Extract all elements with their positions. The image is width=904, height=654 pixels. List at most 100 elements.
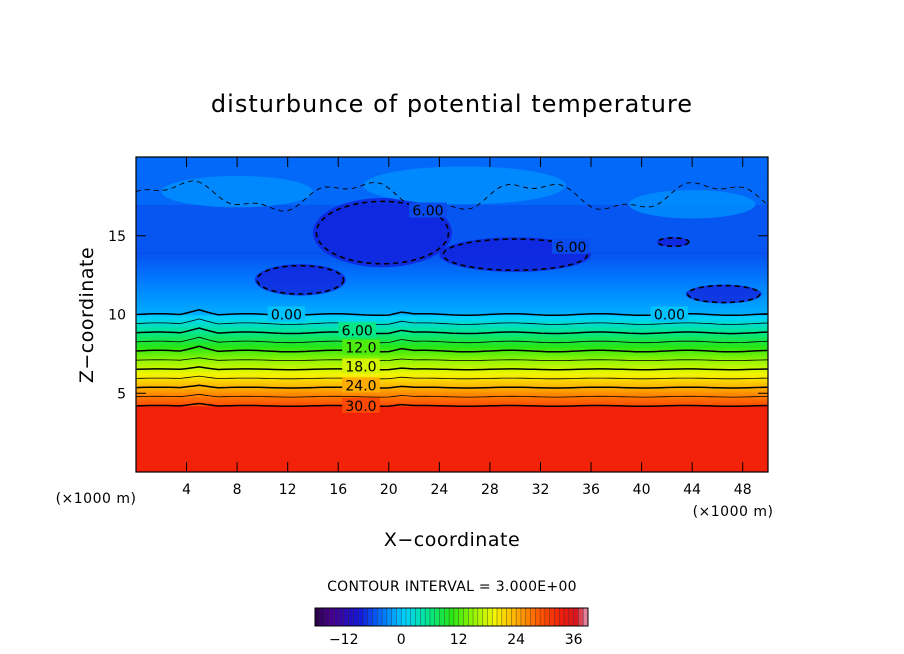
color-band (136, 301, 768, 305)
contour-labels: 30.0 24.0 18.0 12.0 6.00 0.00 0.00 6.00 6.00 (267, 202, 689, 415)
color-band (136, 264, 768, 267)
color-band (136, 418, 768, 421)
color-band (136, 412, 768, 415)
color-band (136, 275, 768, 278)
color-band (136, 434, 768, 437)
color-band (136, 294, 768, 297)
color-band (136, 353, 768, 357)
colorbar-cell (367, 608, 373, 626)
x-tick-label: 48 (734, 482, 752, 498)
color-band (136, 464, 768, 467)
color-band (136, 426, 768, 429)
colorbar-cell (487, 608, 493, 626)
color-band (136, 409, 768, 412)
contour-line (136, 375, 768, 380)
colorbar-cell (406, 608, 412, 626)
color-band (136, 402, 768, 405)
color-band (136, 342, 768, 346)
color-band (136, 423, 768, 426)
contour-lines (136, 309, 768, 407)
negative-contour (315, 200, 450, 265)
colorbar-cell (564, 608, 570, 626)
color-band (136, 396, 768, 399)
x-axis-label: X−coordinate (384, 529, 520, 551)
color-band (136, 303, 768, 306)
contour-label: 0.00 (654, 308, 685, 324)
negative-contour (656, 236, 690, 248)
color-band (136, 229, 768, 232)
colorbar-cell (391, 608, 397, 626)
color-band (136, 349, 768, 352)
color-band (136, 163, 768, 166)
colorbar-cell (497, 608, 503, 626)
color-band (136, 226, 768, 229)
color-band (136, 339, 768, 342)
colorbar-cell (358, 608, 364, 626)
color-band (136, 327, 768, 330)
x-tick-label: 24 (430, 482, 448, 498)
color-band (136, 235, 768, 238)
cold-blob (685, 284, 762, 304)
colorbar (314, 608, 589, 626)
color-band (136, 361, 768, 364)
color-band (136, 158, 768, 161)
color-band (136, 234, 768, 237)
color-band (136, 371, 768, 374)
contour-line (136, 366, 768, 371)
color-band (136, 161, 768, 164)
color-band (136, 401, 768, 404)
color-band (136, 380, 768, 383)
color-band (136, 243, 768, 246)
colorbar-cell (319, 608, 325, 626)
colorbar-cell (520, 608, 527, 626)
color-band (136, 316, 768, 319)
color-band (136, 227, 768, 231)
color-band (136, 338, 768, 341)
contour-label-bg (338, 322, 376, 338)
color-band (136, 305, 768, 308)
y-tick-label: 15 (108, 229, 126, 245)
colorbar-cell (544, 608, 551, 626)
color-band (136, 360, 768, 363)
color-band (136, 333, 768, 336)
color-band (136, 352, 768, 355)
colorbar-cell (382, 608, 388, 626)
color-band (136, 213, 768, 216)
contour-label-bg (342, 377, 380, 393)
colorbar-cell (559, 608, 565, 626)
warm-blob (628, 190, 756, 219)
color-band (136, 454, 768, 457)
colorbar-cell (334, 608, 340, 626)
color-band (136, 424, 768, 427)
contour-label-bg (342, 339, 380, 355)
color-band (136, 265, 768, 268)
color-band (136, 393, 768, 396)
colorbar-cell (535, 608, 541, 626)
color-band (136, 290, 768, 294)
color-band (136, 312, 768, 316)
colorbar-cell (530, 608, 536, 626)
x-tick-label: 36 (582, 482, 600, 498)
colorbar-cell (396, 608, 402, 626)
colorbar-cell (425, 608, 431, 626)
color-band (136, 355, 768, 358)
chart-title: disturbunce of potential temperature (211, 90, 693, 118)
contour-label: 30.0 (345, 399, 376, 415)
contour-label: 6.00 (555, 240, 586, 256)
color-band (136, 323, 768, 327)
color-band (136, 449, 768, 453)
colorbar-cell (386, 608, 393, 626)
colorbar-cell (415, 608, 421, 626)
color-band (136, 375, 768, 379)
color-band (136, 442, 768, 445)
color-band (136, 328, 768, 331)
colorbar-cell (463, 608, 469, 626)
color-band (136, 443, 768, 446)
color-band (136, 223, 768, 226)
contour-label: 12.0 (345, 341, 376, 357)
x-tick-label: 4 (182, 482, 191, 498)
color-band (136, 413, 768, 416)
color-band (136, 432, 768, 435)
colorbar-tick-label: −12 (329, 632, 359, 648)
color-band (136, 220, 768, 223)
